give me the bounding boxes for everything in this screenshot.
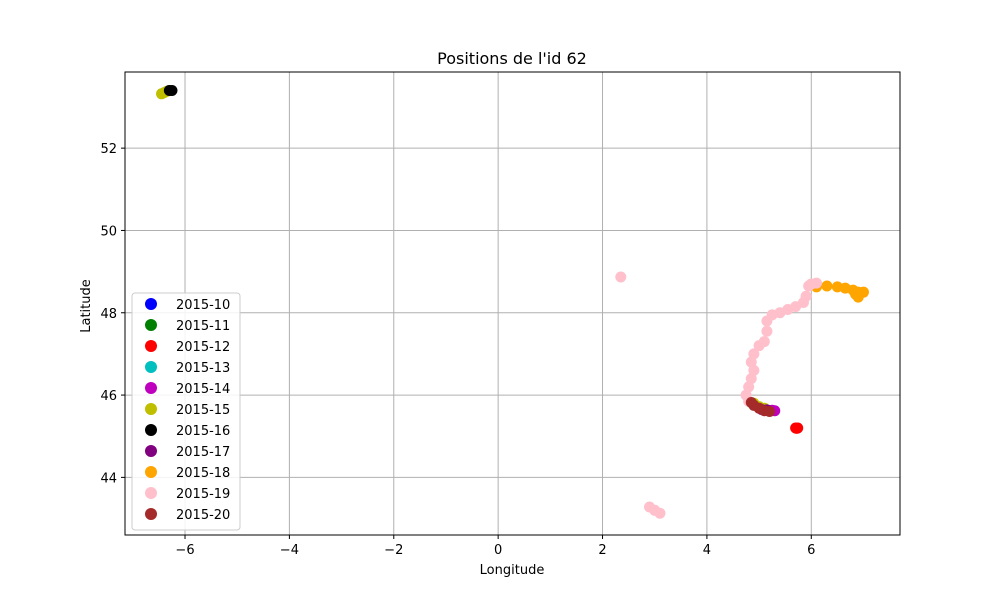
legend: 2015-10 2015-11 2015-12 2015-13 2015-14 2015-… bbox=[131, 292, 241, 531]
x-tick-label: 4 bbox=[703, 543, 711, 558]
legend-label: 2015-19 bbox=[176, 487, 230, 502]
y-tick-label: 50 bbox=[100, 224, 117, 239]
y-tick-label: 44 bbox=[100, 471, 117, 486]
legend-marker bbox=[145, 424, 157, 436]
legend-label: 2015-20 bbox=[176, 508, 230, 523]
legend-marker bbox=[145, 403, 157, 415]
legend-marker bbox=[145, 382, 157, 394]
legend-box bbox=[131, 292, 241, 531]
legend-label: 2015-18 bbox=[176, 466, 230, 481]
x-ticks: −6 −4 −2 0 2 4 6 bbox=[175, 535, 815, 558]
legend-label: 2015-16 bbox=[176, 424, 230, 439]
legend-label: 2015-10 bbox=[176, 298, 230, 313]
data-point bbox=[761, 325, 773, 337]
x-tick-label: −4 bbox=[280, 543, 299, 558]
x-tick-label: 0 bbox=[494, 543, 502, 558]
y-tick-label: 52 bbox=[100, 142, 117, 157]
data-point bbox=[654, 507, 666, 519]
legend-label: 2015-11 bbox=[176, 319, 230, 334]
legend-label: 2015-15 bbox=[176, 403, 230, 418]
x-tick-label: 2 bbox=[598, 543, 606, 558]
y-axis-label: Latitude bbox=[79, 279, 94, 333]
data-point bbox=[764, 406, 776, 418]
y-tick-label: 46 bbox=[100, 389, 117, 404]
data-point bbox=[761, 315, 773, 327]
data-point bbox=[166, 85, 178, 97]
chart-title: Positions de l'id 62 bbox=[437, 49, 587, 68]
grid-lines bbox=[125, 72, 900, 535]
legend-marker bbox=[145, 298, 157, 310]
legend-marker bbox=[145, 445, 157, 457]
legend-marker bbox=[145, 487, 157, 499]
data-point bbox=[821, 280, 833, 292]
legend-label: 2015-13 bbox=[176, 361, 230, 376]
x-tick-label: −2 bbox=[384, 543, 403, 558]
y-tick-label: 48 bbox=[100, 307, 117, 322]
legend-marker bbox=[145, 466, 157, 478]
x-tick-label: 6 bbox=[807, 543, 815, 558]
data-point bbox=[792, 422, 804, 434]
x-axis-label: Longitude bbox=[480, 563, 545, 578]
legend-label: 2015-12 bbox=[176, 340, 230, 355]
data-point bbox=[803, 280, 815, 292]
legend-marker bbox=[145, 340, 157, 352]
data-point bbox=[850, 288, 862, 300]
legend-label: 2015-14 bbox=[176, 382, 230, 397]
plot-frame bbox=[124, 71, 901, 536]
data-point bbox=[753, 340, 765, 352]
legend-marker bbox=[145, 361, 157, 373]
x-tick-label: −6 bbox=[175, 543, 194, 558]
data-point bbox=[615, 271, 627, 283]
legend-marker bbox=[145, 319, 157, 331]
y-ticks: 44 46 48 50 52 bbox=[100, 142, 125, 486]
legend-label: 2015-17 bbox=[176, 445, 230, 460]
legend-marker bbox=[145, 508, 157, 520]
data-points bbox=[156, 85, 869, 519]
